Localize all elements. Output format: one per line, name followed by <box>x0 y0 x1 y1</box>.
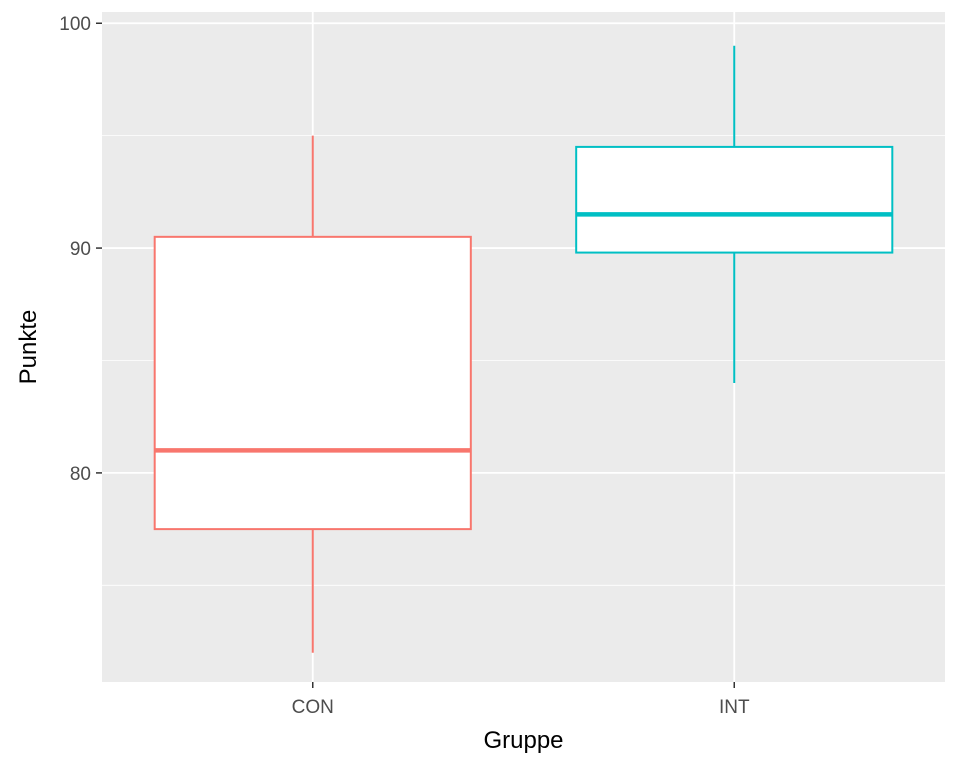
y-axis-title: Punkte <box>15 310 42 385</box>
y-tick-label: 80 <box>70 464 91 485</box>
x-tick-label: INT <box>719 697 750 718</box>
x-axis-title: Gruppe <box>483 727 563 754</box>
y-tick-label: 100 <box>59 14 91 35</box>
x-axis-ticks: CON INT <box>292 682 750 718</box>
box-int <box>575 45 894 383</box>
y-tick-label: 90 <box>70 239 91 260</box>
x-tick-label: CON <box>292 697 334 718</box>
boxes <box>153 45 894 653</box>
box-rect <box>153 235 472 531</box>
box-con <box>153 135 472 653</box>
box-rect <box>575 145 894 254</box>
y-axis-ticks: 80 90 100 <box>59 14 102 485</box>
